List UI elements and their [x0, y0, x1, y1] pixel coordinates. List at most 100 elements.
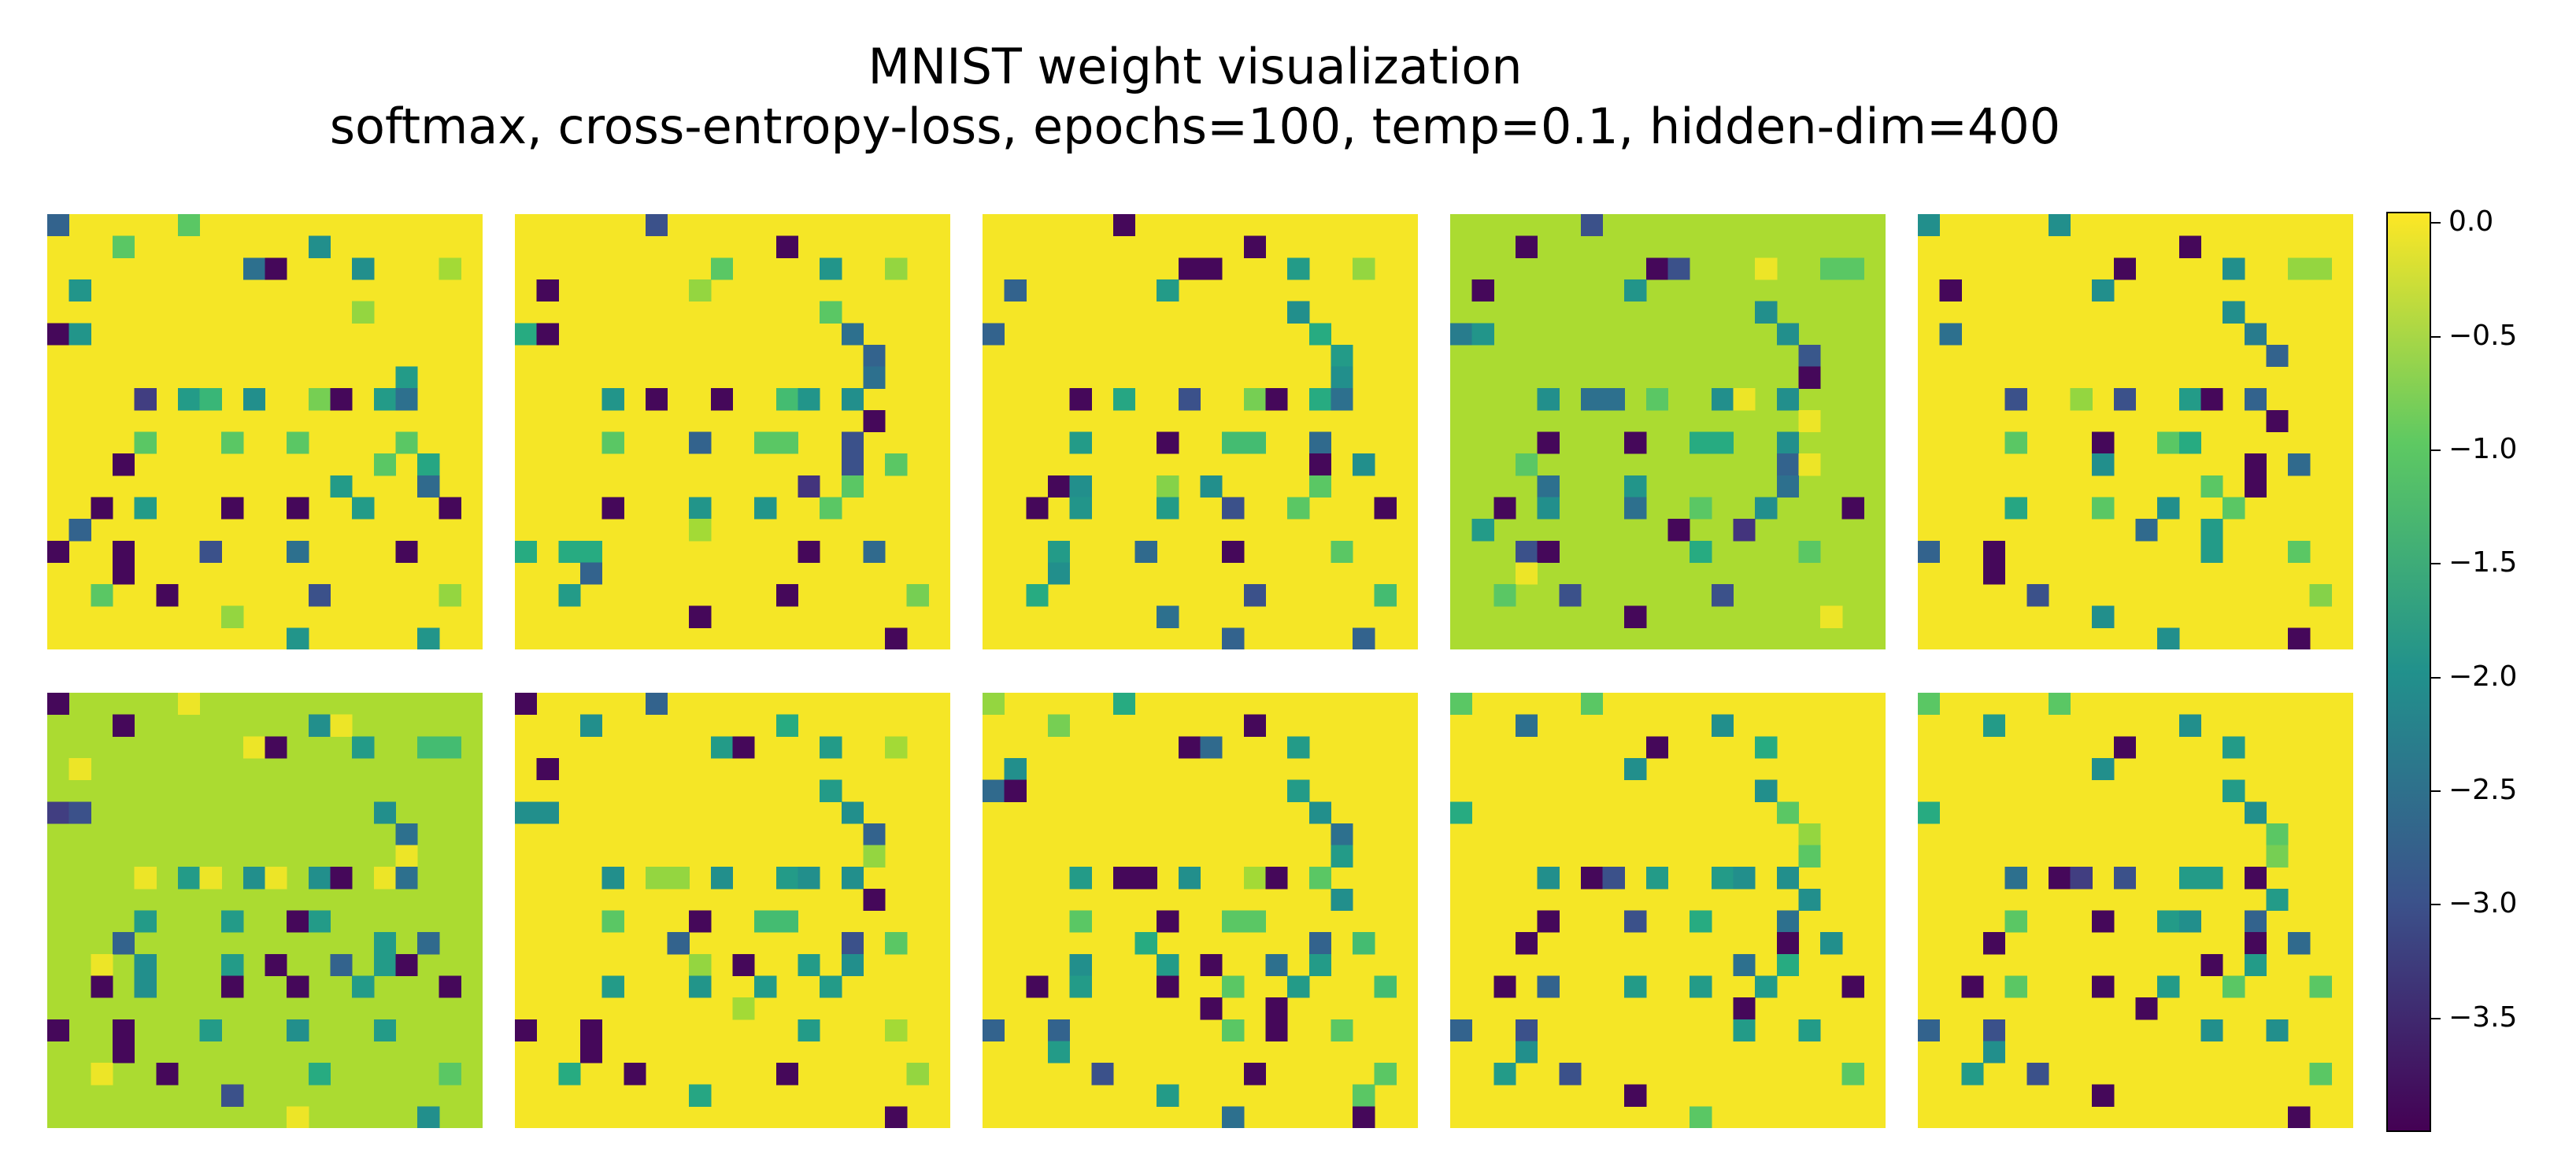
heatmap-cell: [536, 757, 559, 781]
heatmap-cell: [1537, 431, 1560, 454]
heatmap-cell: [242, 388, 266, 411]
heatmap-cell: [1602, 867, 1625, 890]
heatmap-cell: [2200, 867, 2223, 890]
heatmap-cell: [1069, 953, 1092, 977]
weight-panel: [1918, 693, 2353, 1128]
heatmap-cell: [983, 693, 1005, 716]
heatmap-cell: [820, 975, 842, 998]
heatmap-cell: [689, 431, 712, 454]
heatmap-cell: [1287, 497, 1310, 520]
heatmap-cell: [983, 1019, 1005, 1041]
heatmap-cell: [2266, 409, 2289, 433]
heatmap-cell: [1331, 366, 1353, 389]
heatmap-cell: [1493, 497, 1516, 520]
heatmap-cell: [1776, 953, 1799, 977]
heatmap-cell: [308, 388, 331, 411]
heatmap-cell: [156, 584, 179, 607]
heatmap-cell: [1755, 301, 1778, 324]
heatmap-cell: [2288, 932, 2311, 955]
heatmap-cell: [1798, 888, 1821, 912]
chart-title: MNIST weight visualization: [868, 38, 1523, 95]
heatmap-cell: [1776, 453, 1799, 476]
heatmap-cell: [1353, 257, 1375, 280]
heatmap-cell: [2244, 475, 2267, 498]
heatmap-cell: [1069, 388, 1092, 411]
heatmap-cell: [265, 257, 287, 280]
heatmap-cell: [1157, 605, 1179, 628]
heatmap-cell: [112, 453, 135, 476]
weight-panel: [515, 693, 950, 1128]
weight-heatmap: [1450, 214, 1886, 649]
heatmap-cell: [395, 867, 418, 890]
heatmap-cell: [885, 453, 908, 476]
heatmap-cell: [287, 540, 309, 563]
heatmap-cell: [1157, 975, 1179, 998]
heatmap-cell: [1157, 953, 1179, 977]
heatmap-cell: [1243, 584, 1267, 607]
heatmap-cell: [775, 1063, 799, 1086]
colorbar-tick-mark: [2431, 563, 2441, 565]
heatmap-cell: [2244, 910, 2267, 933]
heatmap-cell: [134, 497, 157, 520]
heatmap-cell: [689, 279, 712, 302]
heatmap-cell: [308, 584, 331, 607]
heatmap-cell: [2135, 997, 2158, 1020]
heatmap-cell: [2004, 867, 2027, 890]
heatmap-cell: [515, 801, 538, 824]
heatmap-cell: [1841, 1063, 1864, 1086]
heatmap-cell: [1755, 975, 1778, 998]
heatmap-cell: [1265, 867, 1288, 890]
heatmap-cell: [2092, 975, 2115, 998]
heatmap-cell: [1580, 867, 1604, 890]
heatmap-cell: [2244, 388, 2267, 411]
heatmap-cell: [1265, 388, 1288, 411]
heatmap-cell: [2070, 867, 2093, 890]
heatmap-cell: [820, 257, 842, 280]
heatmap-cell: [2223, 736, 2245, 759]
heatmap-cell: [352, 257, 375, 280]
heatmap-cell: [820, 736, 842, 759]
heatmap-cell: [1353, 932, 1375, 955]
heatmap-cell: [579, 540, 603, 563]
heatmap-cell: [1265, 997, 1288, 1020]
heatmap-cell: [1690, 497, 1712, 520]
heatmap-cell: [1308, 932, 1331, 955]
heatmap-cell: [1331, 845, 1353, 868]
heatmap-cell: [221, 910, 244, 933]
heatmap-cell: [1308, 323, 1331, 346]
heatmap-cell: [1471, 519, 1494, 542]
heatmap-cell: [287, 627, 309, 649]
heatmap-cell: [1820, 257, 1843, 280]
heatmap-cell: [1776, 910, 1799, 933]
heatmap-cell: [1069, 431, 1092, 454]
heatmap-cell: [1047, 475, 1071, 498]
heatmap-cell: [863, 366, 886, 389]
heatmap-cell: [775, 714, 799, 737]
heatmap-cell: [2157, 627, 2180, 649]
heatmap-cell: [798, 540, 820, 563]
heatmap-cell: [1331, 823, 1353, 846]
heatmap-cell: [1069, 975, 1092, 998]
weight-panel: [1918, 214, 2353, 649]
heatmap-cell: [2092, 497, 2115, 520]
heatmap-cell: [1515, 453, 1538, 476]
heatmap-cell: [1645, 736, 1669, 759]
heatmap-cell: [308, 910, 331, 933]
heatmap-cell: [906, 584, 929, 607]
heatmap-cell: [579, 562, 603, 585]
colorbar-tick-label: −0.5: [2448, 319, 2518, 352]
heatmap-cell: [330, 388, 353, 411]
heatmap-cell: [1982, 932, 2006, 955]
heatmap-cell: [2113, 736, 2137, 759]
heatmap-cell: [1537, 497, 1560, 520]
heatmap-cell: [1471, 323, 1494, 346]
heatmap-cell: [352, 301, 375, 324]
heatmap-cell: [2092, 279, 2115, 302]
heatmap-cell: [1493, 584, 1516, 607]
heatmap-cell: [2223, 975, 2245, 998]
heatmap-cell: [2178, 714, 2202, 737]
heatmap-cell: [2266, 823, 2289, 846]
heatmap-cell: [1243, 714, 1267, 737]
chart-subtitle: softmax, cross-entropy-loss, epochs=100,…: [329, 98, 2061, 155]
